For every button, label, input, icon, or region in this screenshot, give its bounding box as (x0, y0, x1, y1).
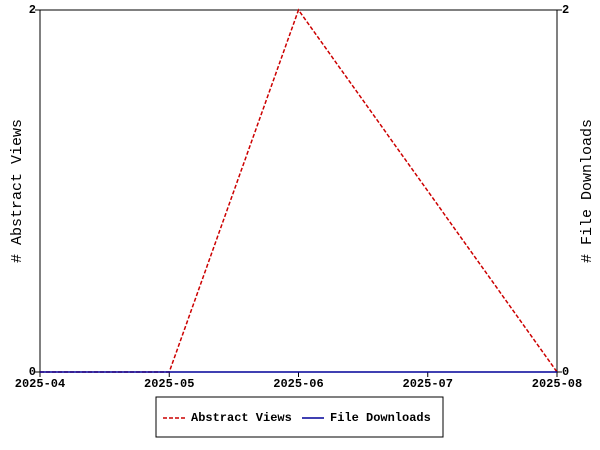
y2-tick-label: 0 (562, 365, 569, 379)
legend-label: File Downloads (330, 411, 431, 425)
legend-label: Abstract Views (191, 411, 292, 425)
legend-box (155, 396, 444, 438)
y-tick-label: 2 (29, 3, 36, 17)
plot-frame (39, 9, 558, 373)
x-tick-label: 2025-07 (403, 377, 453, 391)
y-tick-label: 0 (29, 365, 36, 379)
y2-tick-label: 2 (562, 3, 569, 17)
x-tick-label: 2025-08 (532, 377, 582, 391)
y2-axis-title: # File Downloads (579, 119, 596, 263)
x-tick-label: 2025-06 (273, 377, 323, 391)
x-tick-label: 2025-05 (144, 377, 194, 391)
x-tick-label: 2025-04 (15, 377, 65, 391)
series-line (40, 8, 558, 373)
y-axis-title: # Abstract Views (9, 119, 26, 263)
